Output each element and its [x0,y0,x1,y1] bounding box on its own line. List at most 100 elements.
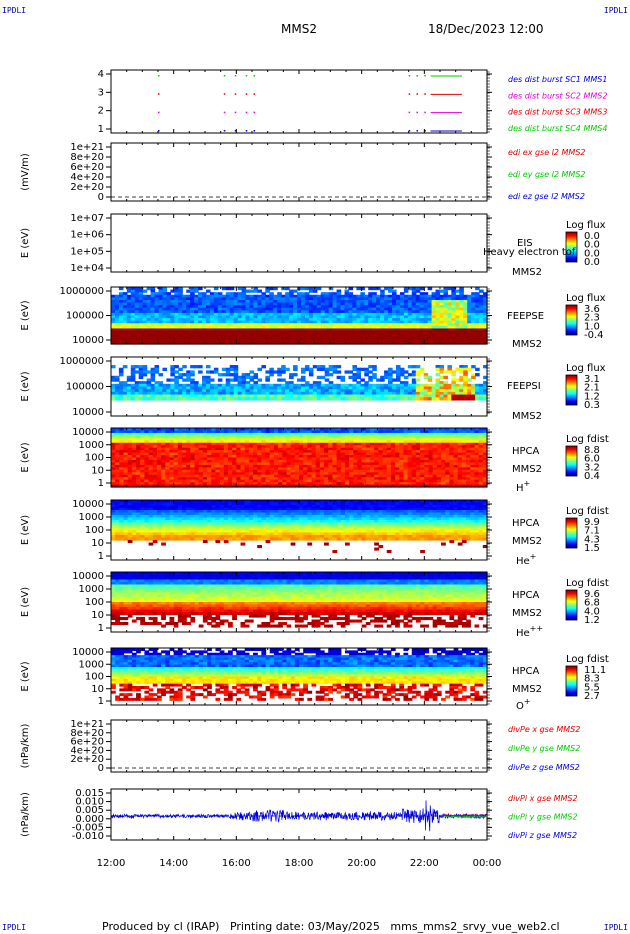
heatmap-cell [467,315,472,319]
heatmap-cell [384,305,389,309]
heatmap-cell [154,305,160,309]
heatmap-cell [328,391,334,396]
heatmap-cell [127,472,133,476]
heatmap-cell [253,459,258,464]
heatmap-cell [261,472,267,476]
heatmap-cell [194,462,200,466]
heatmap-cell [240,442,246,446]
heatmap-cell [328,323,334,327]
heatmap-cell [431,297,437,301]
heatmap-cell [368,391,373,396]
heatmap-cell [221,336,227,340]
heatmap-cell [227,464,233,468]
heatmap-cell [479,297,484,301]
heatmap-cell [368,341,373,345]
heatmap-cell [223,447,229,451]
heatmap-cell [395,315,401,319]
heatmap-cell [352,328,357,332]
heatmap-cell [182,307,187,311]
heatmap-cell [177,455,183,459]
heatmap-cell [299,440,304,444]
heatmap-cell [138,312,144,317]
heatmap-cell [202,375,207,380]
heatmap-cell [119,459,125,464]
heatmap-cell [219,430,225,434]
heatmap-cell [223,452,229,456]
heatmap-cell [244,440,250,444]
heatmap-cell [384,338,389,343]
heatmap-cell [202,389,207,393]
heatmap-cell [290,472,296,476]
y-tick-label: 4 [98,69,104,80]
heatmap-cell [237,331,243,335]
heatmap-cell [186,430,191,434]
heatmap-cell [207,452,212,456]
heatmap-cell [131,445,137,449]
heatmap-cell [166,323,171,327]
heatmap-cell [130,299,136,304]
heatmap-cell [111,325,116,330]
heatmap-cell [277,320,282,324]
heatmap-cell [300,397,306,401]
heatmap-cell [336,305,342,309]
heatmap-cell [435,312,441,317]
heatmap-cell [261,294,266,298]
heatmap-cell [257,472,262,476]
heatmap-cell [138,294,144,298]
heatmap-cell [245,294,251,298]
heatmap-cell [142,386,148,390]
heatmap-cell [237,318,243,322]
heatmap-cell [451,336,456,340]
heatmap-cell [178,328,183,332]
heatmap-cell [419,333,425,337]
heatmap-cell [348,312,354,317]
heatmap-cell [439,391,445,396]
heatmap-cell [162,394,168,398]
heatmap-cell [232,452,237,456]
heatmap-cell [131,457,137,461]
heatmap-cell [278,428,283,432]
heatmap-cell [463,320,468,324]
heatmap-cell [384,373,389,377]
heatmap-cell [419,397,425,401]
heatmap-cell [415,370,421,374]
heatmap-cell [170,294,175,298]
heatmap-cell [118,391,124,396]
heatmap-cell [245,305,251,309]
heatmap-cell [123,430,129,434]
heatmap-cell [328,333,334,337]
heatmap-cell [211,467,217,471]
heatmap-cell [293,328,298,332]
heatmap-cell [190,428,196,432]
heatmap-cell [269,447,275,451]
heatmap-cell [205,378,211,382]
heatmap-cell [348,331,354,335]
heatmap-cell [451,325,456,330]
heatmap-cell [166,320,171,324]
heatmap-cell [304,365,310,369]
heatmap-cell [332,307,338,311]
heatmap-cell [475,338,480,343]
heatmap-cell [285,331,290,335]
heatmap-cell [217,292,223,296]
heatmap-cell [352,325,357,330]
heatmap-cell [299,432,304,436]
heatmap-cell [198,292,203,296]
heatmap-cell [311,437,317,441]
heatmap-cell [307,452,313,456]
heatmap-cell [392,378,397,382]
heatmap-cell [119,474,125,478]
heatmap-cell [118,312,124,317]
heatmap-cell [423,389,429,393]
heatmap-cell [308,318,314,322]
heatmap-cell [244,467,250,471]
heatmap-cell [300,292,306,296]
heatmap-cell [463,305,468,309]
heatmap-cell [273,457,279,461]
heatmap-cell [131,464,137,468]
heatmap-cell [221,320,227,324]
heatmap-cell [324,389,330,393]
heatmap-cell [392,292,397,296]
heatmap-cell [483,305,488,309]
heatmap-cell [202,328,207,332]
